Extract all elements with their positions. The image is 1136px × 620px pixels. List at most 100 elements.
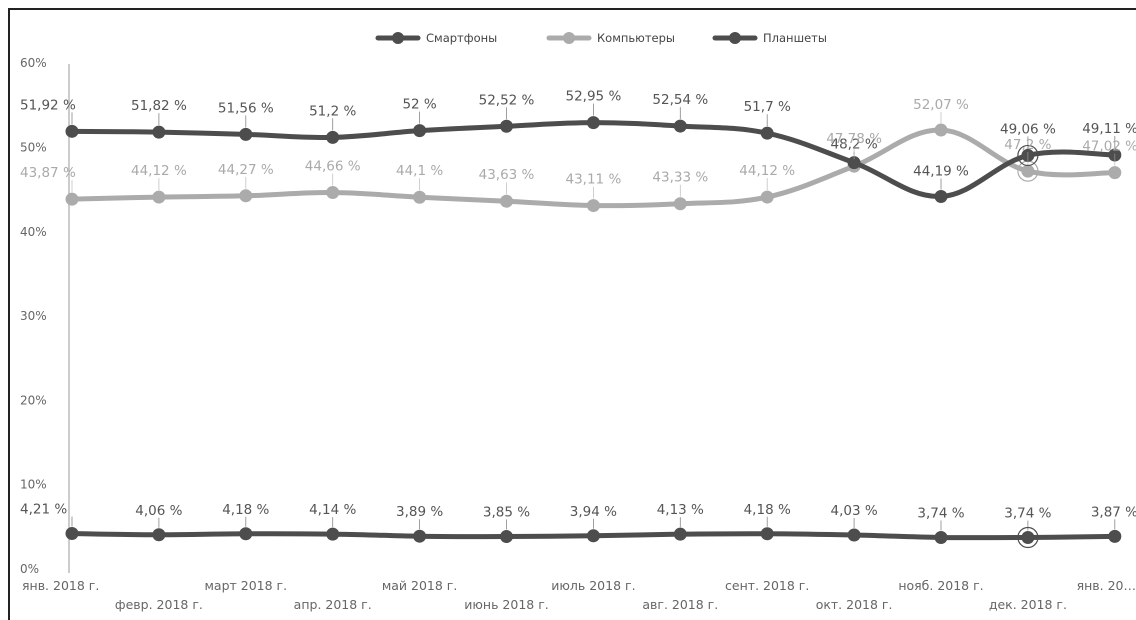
data-point — [1108, 529, 1122, 543]
data-label: 4,18 % — [744, 502, 791, 518]
x-category-label: янв. 20… — [1077, 578, 1136, 593]
data-label: 4,21 % — [20, 502, 67, 518]
data-point — [760, 126, 774, 140]
y-tick-label: 50% — [20, 141, 47, 155]
x-category-label: май 2018 г. — [382, 578, 458, 593]
data-point — [326, 130, 340, 144]
y-tick-label: 10% — [20, 478, 47, 492]
data-label: 44,66 % — [305, 159, 361, 175]
data-point — [326, 527, 340, 541]
data-label: 3,74 % — [1004, 505, 1051, 521]
chart-frame — [8, 8, 1136, 620]
data-point — [65, 192, 79, 206]
data-point — [760, 527, 774, 541]
x-category-label: июнь 2018 г. — [464, 597, 549, 612]
data-point — [65, 527, 79, 541]
data-point — [934, 530, 948, 544]
data-label: 49,06 % — [1000, 121, 1056, 137]
y-tick-label: 20% — [20, 393, 47, 407]
data-point — [239, 127, 253, 141]
x-category-label: авг. 2018 г. — [642, 597, 718, 612]
x-category-label: июль 2018 г. — [551, 578, 635, 593]
x-category-label: нояб. 2018 г. — [898, 578, 983, 593]
data-label: 4,13 % — [657, 502, 704, 518]
data-point — [500, 119, 513, 133]
data-point — [152, 190, 166, 204]
data-label: 47,02 % — [1082, 139, 1136, 155]
data-point — [413, 529, 427, 543]
data-label: 3,85 % — [483, 505, 530, 521]
data-point — [239, 527, 253, 541]
data-point — [586, 529, 600, 543]
data-label: 44,1 % — [396, 163, 443, 179]
legend-swatch-marker — [392, 32, 404, 44]
x-category-label: сент. 2018 г. — [725, 578, 809, 593]
data-label: 43,87 % — [20, 165, 76, 181]
data-point — [673, 197, 687, 211]
data-label: 51,92 % — [20, 97, 76, 113]
data-label: 52,95 % — [566, 89, 622, 105]
data-label: 3,94 % — [570, 504, 617, 520]
data-point — [500, 530, 513, 544]
data-point — [1021, 164, 1035, 178]
x-category-label: март 2018 г. — [204, 578, 287, 593]
legend-label: Планшеты — [763, 31, 827, 45]
y-tick-label: 30% — [20, 309, 47, 323]
data-point — [586, 199, 600, 213]
data-label: 47,78 % — [826, 131, 882, 147]
data-label: 4,06 % — [135, 503, 182, 519]
x-category-label: янв. 2018 г. — [22, 578, 99, 593]
data-point — [847, 156, 861, 170]
data-label: 52,54 % — [652, 92, 708, 108]
data-point — [65, 124, 79, 138]
data-label: 44,12 % — [131, 163, 187, 179]
data-point — [1021, 530, 1035, 544]
legend-swatch-marker — [563, 32, 575, 44]
data-point — [1108, 166, 1122, 180]
y-tick-label: 60% — [20, 56, 47, 70]
data-point — [673, 527, 687, 541]
data-label: 49,11 % — [1082, 121, 1136, 137]
data-label: 52,07 % — [913, 97, 969, 113]
data-point — [326, 186, 340, 200]
data-label: 3,87 % — [1091, 504, 1136, 520]
data-label: 52,52 % — [479, 92, 535, 108]
data-point — [760, 190, 774, 204]
y-tick-label: 40% — [20, 225, 47, 239]
x-category-label: апр. 2018 г. — [294, 597, 372, 612]
legend-label: Компьютеры — [597, 31, 675, 45]
data-point — [413, 190, 427, 204]
data-label: 51,82 % — [131, 98, 187, 114]
data-point — [673, 119, 687, 133]
data-label: 4,18 % — [222, 502, 269, 518]
data-label: 51,56 % — [218, 100, 274, 116]
legend-swatch-marker — [729, 32, 741, 44]
data-label: 3,74 % — [917, 505, 964, 521]
data-point — [152, 528, 166, 542]
data-label: 44,27 % — [218, 162, 274, 178]
data-point — [500, 194, 513, 208]
data-label: 51,7 % — [744, 99, 791, 115]
data-point — [586, 116, 600, 130]
x-category-label: дек. 2018 г. — [989, 597, 1067, 612]
data-label: 51,2 % — [309, 103, 356, 119]
data-label: 43,33 % — [652, 170, 708, 186]
data-label: 44,19 % — [913, 163, 969, 179]
legend-label: Смартфоны — [426, 31, 497, 45]
data-label: 44,12 % — [739, 163, 795, 179]
data-point — [239, 189, 253, 203]
data-label: 4,14 % — [309, 502, 356, 518]
data-label: 48,2 % — [831, 137, 878, 153]
data-label: 4,03 % — [831, 503, 878, 519]
y-tick-label: 0% — [20, 562, 39, 576]
x-category-label: окт. 2018 г. — [816, 597, 893, 612]
data-point — [934, 189, 948, 203]
data-point — [934, 123, 948, 137]
data-label: 43,63 % — [479, 167, 535, 183]
data-label: 43,11 % — [566, 172, 622, 188]
data-point — [413, 124, 427, 138]
data-label: 3,89 % — [396, 504, 443, 520]
data-point — [152, 125, 166, 139]
x-category-label: февр. 2018 г. — [115, 597, 203, 612]
